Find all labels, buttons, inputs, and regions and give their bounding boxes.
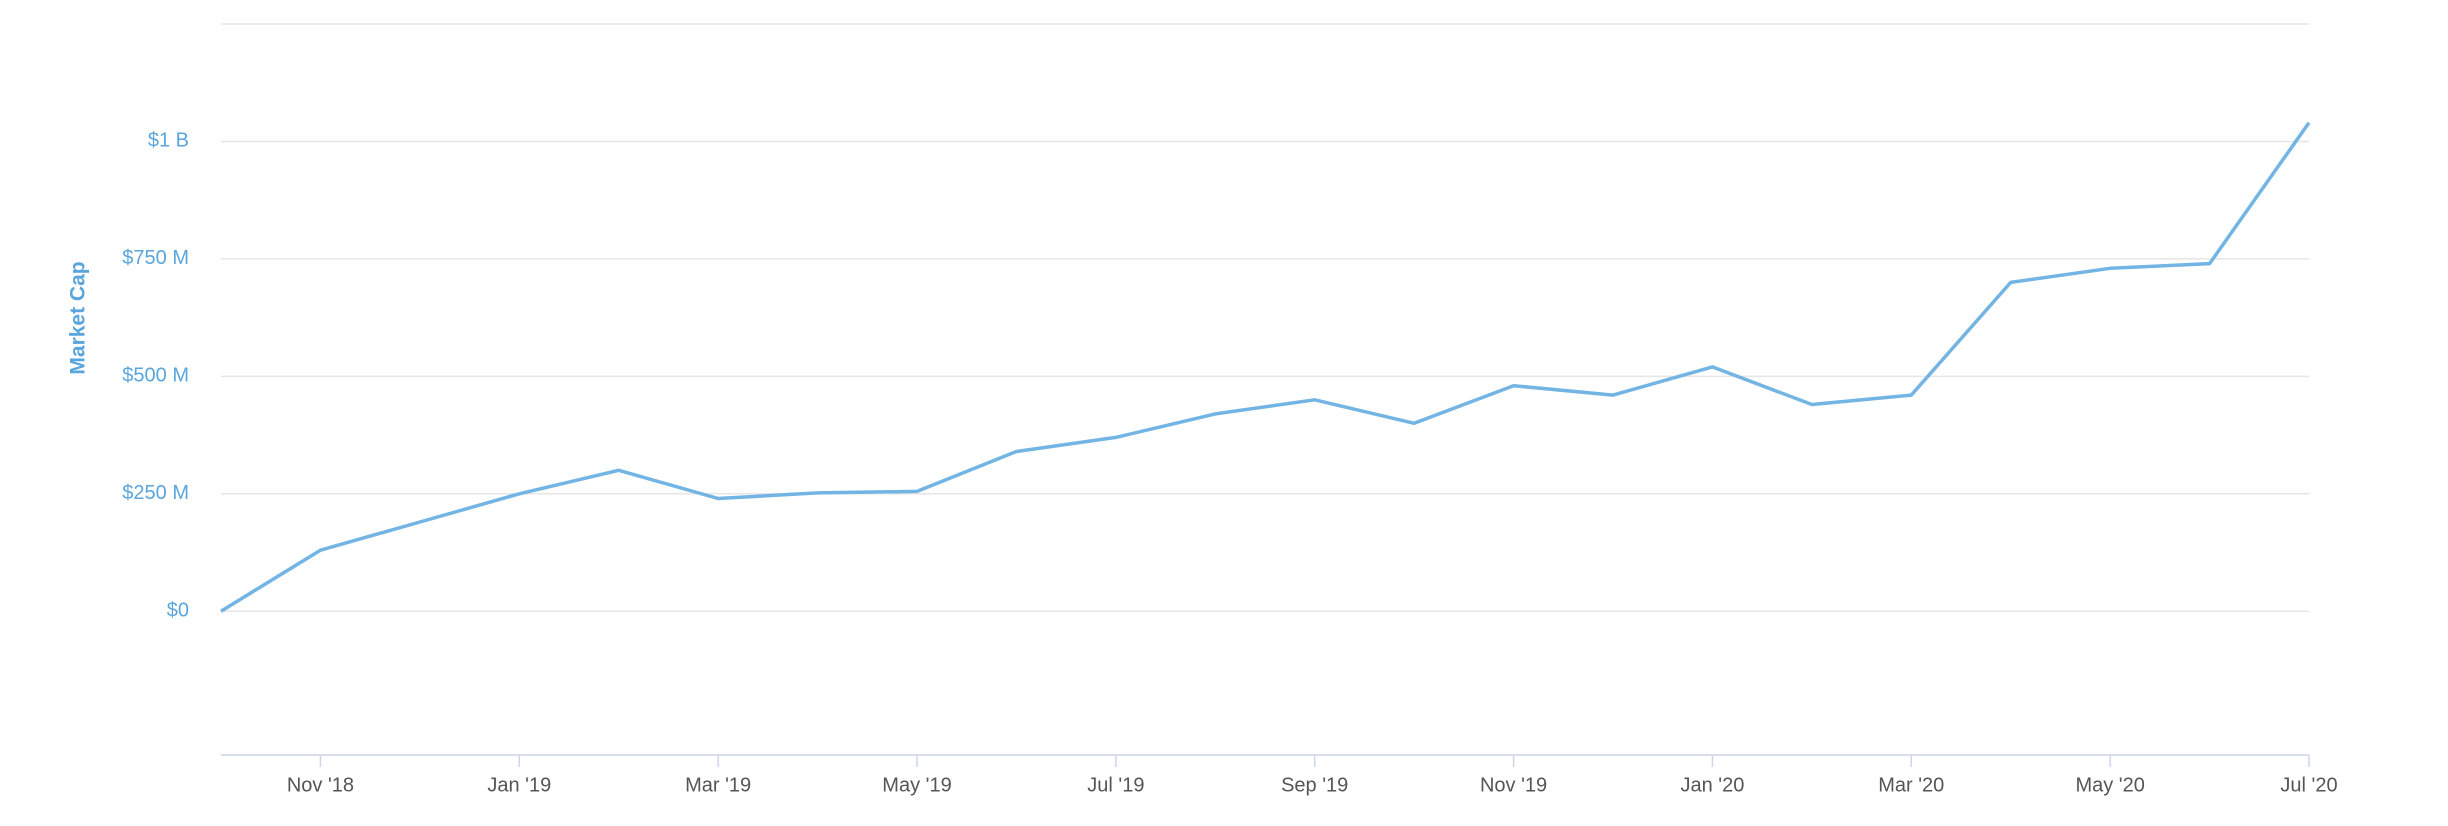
y-axis-title: Market Cap	[67, 261, 90, 374]
x-tick-label: Nov '18	[287, 774, 354, 796]
y-tick-label: $500 M	[122, 365, 189, 387]
x-tick-label: Jul '19	[1087, 774, 1144, 796]
y-tick-label: $0	[167, 600, 189, 622]
x-tick-label: Sep '19	[1281, 774, 1348, 796]
x-tick-label: May '19	[882, 774, 951, 796]
data-line	[220, 121, 2311, 613]
x-tick-label: Jan '19	[487, 774, 551, 796]
x-tick-label: Nov '19	[1480, 774, 1547, 796]
y-tick-label: $1 B	[148, 130, 189, 152]
x-tick-label: May '20	[2075, 774, 2144, 796]
x-tick-label: Jan '20	[1680, 774, 1744, 796]
y-tick-label: $250 M	[122, 482, 189, 504]
x-tick-label: Mar '20	[1878, 774, 1944, 796]
x-tick-label: Jul '20	[2280, 774, 2337, 796]
y-tick-label: $750 M	[122, 247, 189, 269]
x-tick-label: Mar '19	[685, 774, 751, 796]
